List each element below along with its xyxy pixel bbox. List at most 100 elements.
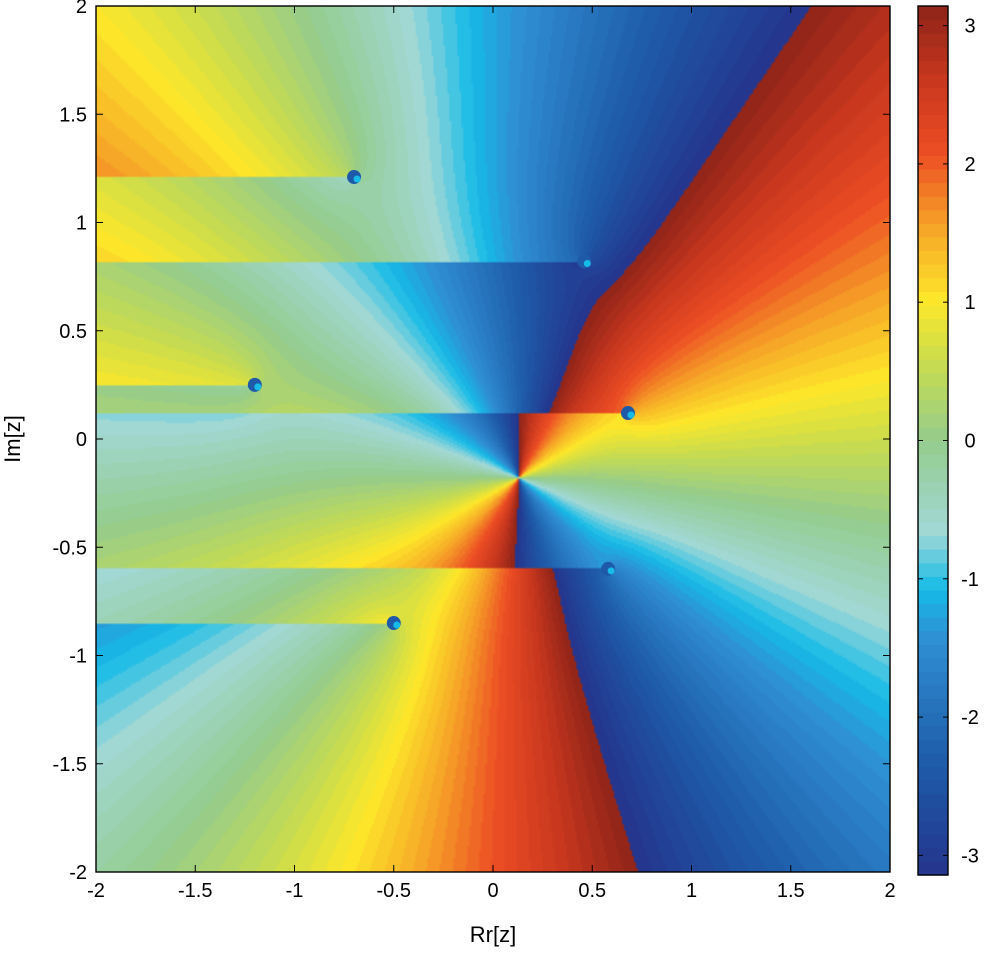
colorbar-band: [918, 712, 948, 727]
y-tick-label: 2: [76, 0, 87, 18]
colorbar-tick-label: 2: [964, 154, 975, 176]
colorbar-band: [918, 684, 948, 700]
zero-marker: [247, 377, 262, 392]
colorbar-band: [918, 345, 948, 360]
colorbar-band: [918, 304, 948, 319]
colorbar-band: [918, 155, 948, 170]
x-tick-label: -0.5: [377, 880, 411, 902]
colorbar-band: [918, 644, 948, 659]
x-tick-label: 1.5: [777, 880, 805, 902]
colorbar-band: [918, 589, 948, 605]
colorbar-band: [918, 101, 948, 116]
colorbar-band: [918, 603, 948, 618]
colorbar-band: [918, 182, 948, 197]
colorbar-band: [918, 426, 948, 442]
colorbar-band: [918, 318, 948, 333]
colorbar-band: [918, 331, 948, 347]
colorbar-band: [918, 752, 948, 767]
zero-marker-highlight: [607, 567, 615, 575]
x-tick-label: -2: [87, 880, 105, 902]
colorbar-band: [918, 413, 948, 428]
x-tick-label: -1: [286, 880, 304, 902]
y-tick-label: 1.5: [59, 104, 87, 126]
colorbar-band: [918, 454, 948, 469]
colorbar-band: [918, 209, 948, 224]
colorbar-band: [918, 263, 948, 279]
colorbar-band: [918, 576, 948, 591]
colorbar-band: [918, 196, 948, 211]
zero-marker-highlight: [583, 259, 591, 267]
colorbar-band: [918, 250, 948, 265]
y-axis-label: Im[z]: [0, 415, 25, 463]
x-axis: -2 -1.5 -1 -0.5 0 0.5 1 1.5 2: [87, 6, 896, 902]
plot-area: [95, 5, 891, 873]
colorbar-band: [918, 508, 948, 523]
colorbar-tick-label: 1: [964, 292, 975, 314]
colorbar-band: [918, 834, 948, 849]
colorbar-band: [918, 549, 948, 564]
colorbar-band: [918, 87, 948, 102]
y-tick-label: -1: [69, 646, 87, 668]
colorbar-band: [918, 698, 948, 713]
colorbar-band: [918, 494, 948, 509]
colorbar-band: [918, 46, 948, 61]
y-tick-label: -1.5: [53, 754, 87, 776]
x-tick-label: 1: [686, 880, 697, 902]
colorbar-bands: [918, 6, 948, 876]
colorbar-band: [918, 19, 948, 34]
colorbar-band: [918, 399, 948, 414]
zero-marker-highlight: [353, 175, 361, 183]
colorbar-band: [918, 766, 948, 781]
y-tick-label: -2: [69, 862, 87, 884]
zero-marker: [347, 170, 362, 185]
colorbar-band: [918, 128, 948, 143]
colorbar-band: [918, 33, 948, 48]
colorbar-band: [918, 657, 948, 672]
x-axis-label: Rr[z]: [470, 922, 516, 947]
phase-heatmap: [96, 6, 890, 872]
x-tick-label: 0: [487, 880, 498, 902]
colorbar-band: [918, 617, 948, 632]
colorbar-band: [918, 467, 948, 482]
colorbar-band: [918, 847, 948, 863]
colorbar-band: [918, 521, 948, 537]
colorbar-tick-label: -2: [961, 707, 979, 729]
y-tick-label: 1: [76, 213, 87, 235]
colorbar-band: [918, 481, 948, 496]
zero-marker: [620, 406, 635, 421]
y-tick-label: 0.5: [59, 321, 87, 343]
colorbar-band: [918, 861, 948, 876]
colorbar-band: [918, 725, 948, 740]
colorbar-band: [918, 739, 948, 754]
colorbar-band: [918, 223, 948, 238]
colorbar-band: [918, 114, 948, 129]
colorbar-band: [918, 440, 948, 455]
colorbar-tick-label: -3: [961, 845, 979, 867]
y-tick-label: -0.5: [53, 537, 87, 559]
colorbar-ticks: -3 -2 -1 0 1 2 3: [918, 16, 979, 867]
x-tick-label: -1.5: [178, 880, 212, 902]
y-tick-label: 0: [76, 429, 87, 451]
colorbar-band: [918, 562, 948, 577]
colorbar-band: [918, 807, 948, 822]
zero-marker-highlight: [627, 411, 635, 419]
colorbar: -3 -2 -1 0 1 2 3: [917, 5, 979, 876]
colorbar-band: [918, 779, 948, 795]
colorbar-band: [918, 6, 948, 21]
y-axis: -2 -1.5 -1 -0.5 0 0.5 1 1.5 2: [53, 0, 890, 884]
x-tick-label: 0.5: [578, 880, 606, 902]
colorbar-band: [918, 535, 948, 550]
colorbar-band: [918, 793, 948, 808]
colorbar-band: [918, 141, 948, 156]
colorbar-band: [918, 820, 948, 835]
colorbar-band: [918, 291, 948, 306]
colorbar-tick-label: 3: [964, 16, 975, 38]
colorbar-band: [918, 277, 948, 292]
zero-marker-highlight: [393, 621, 401, 629]
colorbar-band: [918, 630, 948, 645]
colorbar-band: [918, 386, 948, 401]
zero-marker: [601, 561, 616, 576]
zero-marker: [577, 254, 592, 269]
